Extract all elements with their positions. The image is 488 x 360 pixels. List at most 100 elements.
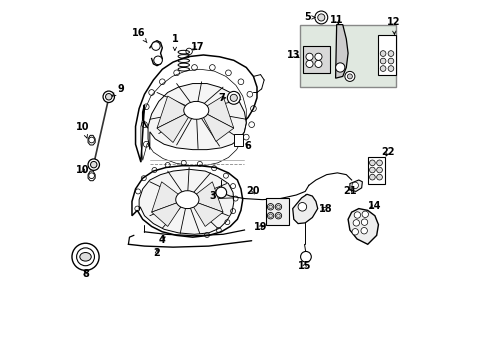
Circle shape bbox=[298, 203, 306, 211]
Circle shape bbox=[344, 71, 354, 81]
Polygon shape bbox=[335, 24, 347, 78]
Text: 11: 11 bbox=[329, 15, 343, 25]
Text: 4: 4 bbox=[159, 235, 165, 245]
Text: 9: 9 bbox=[112, 84, 124, 96]
Circle shape bbox=[376, 160, 382, 166]
Circle shape bbox=[369, 160, 374, 166]
Polygon shape bbox=[292, 194, 317, 224]
Text: 10: 10 bbox=[76, 122, 90, 138]
Polygon shape bbox=[151, 182, 185, 212]
Polygon shape bbox=[151, 200, 185, 226]
Circle shape bbox=[361, 219, 367, 225]
Text: 15: 15 bbox=[297, 261, 311, 271]
Polygon shape bbox=[135, 55, 257, 162]
Text: 19: 19 bbox=[253, 222, 267, 232]
Polygon shape bbox=[200, 111, 233, 141]
Text: 3: 3 bbox=[208, 191, 215, 201]
Bar bbox=[233, 134, 242, 146]
Circle shape bbox=[90, 161, 97, 168]
Circle shape bbox=[227, 91, 240, 104]
Circle shape bbox=[300, 251, 311, 262]
Circle shape bbox=[314, 53, 322, 60]
Text: 6: 6 bbox=[244, 141, 251, 151]
Circle shape bbox=[353, 212, 360, 218]
Bar bbox=[378, 35, 395, 75]
Circle shape bbox=[380, 58, 385, 64]
Circle shape bbox=[335, 63, 344, 72]
Text: 7: 7 bbox=[218, 93, 225, 103]
Circle shape bbox=[380, 66, 385, 71]
Polygon shape bbox=[189, 200, 223, 226]
Polygon shape bbox=[139, 169, 233, 234]
Text: 16: 16 bbox=[132, 28, 147, 43]
Circle shape bbox=[387, 58, 393, 64]
Circle shape bbox=[88, 159, 99, 170]
Circle shape bbox=[276, 214, 280, 217]
Text: 14: 14 bbox=[367, 201, 381, 211]
Circle shape bbox=[103, 91, 114, 103]
Polygon shape bbox=[157, 111, 192, 143]
Polygon shape bbox=[88, 135, 95, 145]
Ellipse shape bbox=[175, 191, 199, 208]
Circle shape bbox=[72, 243, 99, 270]
Circle shape bbox=[351, 229, 358, 235]
Circle shape bbox=[376, 167, 382, 173]
Circle shape bbox=[352, 220, 359, 226]
Text: 12: 12 bbox=[386, 17, 400, 35]
Circle shape bbox=[369, 167, 374, 173]
Text: 10: 10 bbox=[76, 165, 90, 175]
Circle shape bbox=[88, 137, 94, 143]
Circle shape bbox=[268, 214, 272, 217]
Circle shape bbox=[275, 212, 281, 219]
Circle shape bbox=[317, 14, 324, 21]
Circle shape bbox=[314, 11, 327, 24]
Text: 20: 20 bbox=[246, 186, 260, 197]
Circle shape bbox=[267, 212, 273, 219]
Circle shape bbox=[88, 173, 94, 179]
Circle shape bbox=[230, 94, 237, 102]
Text: 21: 21 bbox=[343, 186, 356, 197]
Circle shape bbox=[77, 248, 94, 266]
Ellipse shape bbox=[183, 102, 208, 119]
Circle shape bbox=[361, 211, 367, 217]
Text: 13: 13 bbox=[286, 50, 300, 60]
Circle shape bbox=[369, 174, 374, 180]
Polygon shape bbox=[88, 171, 95, 181]
Text: 2: 2 bbox=[153, 248, 160, 258]
Text: 18: 18 bbox=[319, 204, 332, 214]
Ellipse shape bbox=[80, 252, 91, 261]
Polygon shape bbox=[189, 182, 223, 212]
Circle shape bbox=[380, 51, 385, 57]
Circle shape bbox=[346, 74, 352, 79]
Polygon shape bbox=[148, 84, 246, 150]
Text: 17: 17 bbox=[190, 42, 203, 52]
Circle shape bbox=[360, 228, 366, 234]
Circle shape bbox=[351, 182, 358, 189]
Circle shape bbox=[305, 53, 312, 60]
Circle shape bbox=[376, 174, 382, 180]
Polygon shape bbox=[157, 96, 192, 128]
Circle shape bbox=[314, 60, 322, 67]
Text: 8: 8 bbox=[82, 269, 89, 279]
Bar bbox=[265, 198, 288, 225]
Circle shape bbox=[151, 42, 160, 50]
Text: 1: 1 bbox=[171, 34, 178, 50]
Circle shape bbox=[387, 66, 393, 71]
Circle shape bbox=[105, 94, 112, 100]
Text: 22: 22 bbox=[381, 147, 394, 157]
Bar bbox=[299, 24, 395, 87]
Polygon shape bbox=[132, 166, 242, 237]
Circle shape bbox=[185, 48, 192, 55]
Circle shape bbox=[276, 205, 280, 208]
Circle shape bbox=[275, 203, 281, 210]
Polygon shape bbox=[349, 180, 362, 192]
Circle shape bbox=[153, 56, 162, 64]
Bar bbox=[367, 157, 384, 184]
Circle shape bbox=[268, 205, 272, 208]
Bar bbox=[303, 46, 329, 73]
Polygon shape bbox=[200, 96, 233, 128]
Text: 5: 5 bbox=[304, 13, 314, 22]
Circle shape bbox=[267, 203, 273, 210]
Circle shape bbox=[387, 51, 393, 57]
Circle shape bbox=[216, 187, 226, 198]
